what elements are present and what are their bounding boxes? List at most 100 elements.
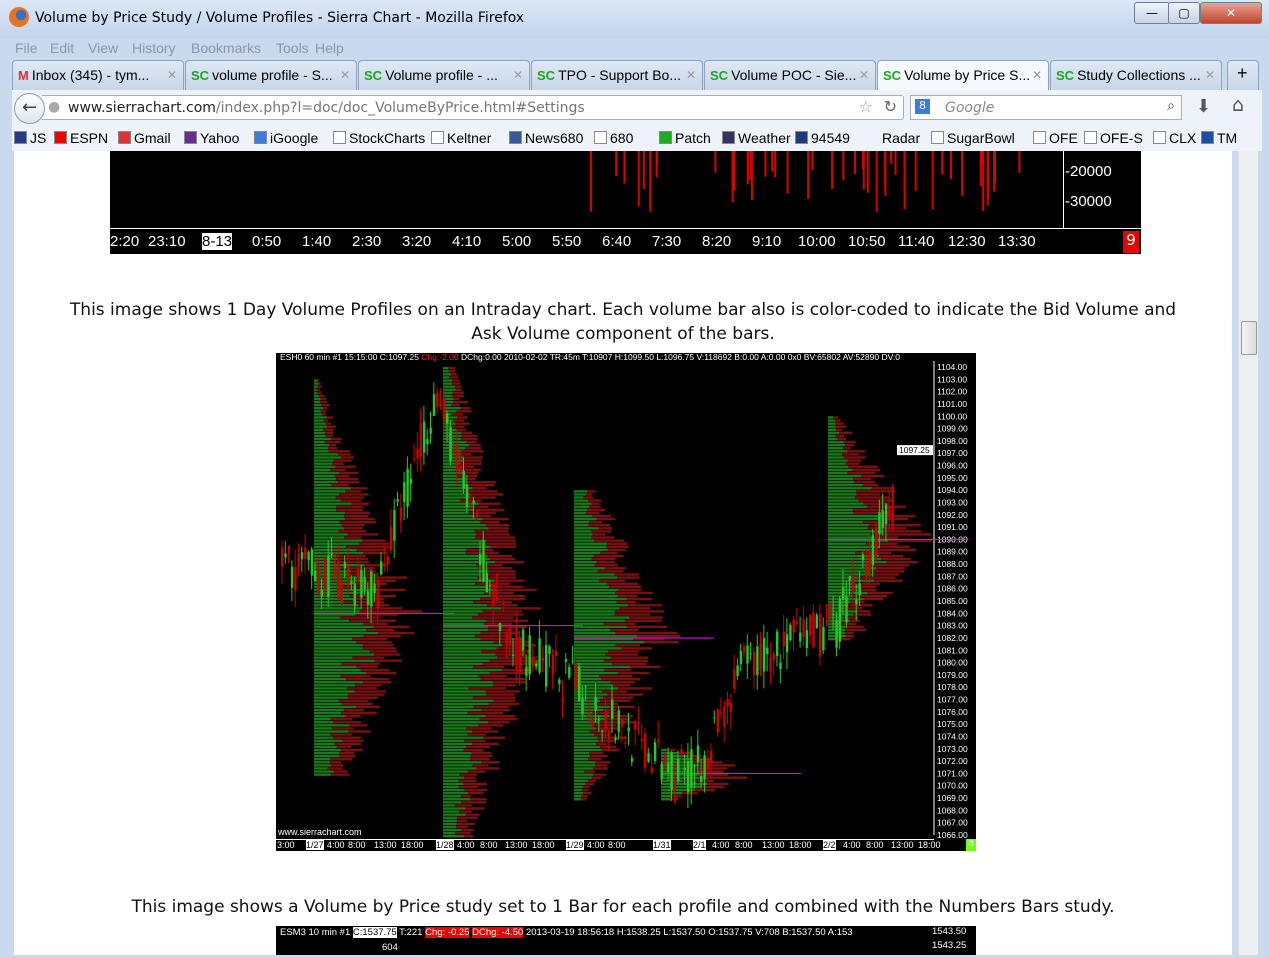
bookmark-yahoo[interactable]: Yahoo bbox=[184, 130, 239, 146]
price-tick-label: 1095.00 bbox=[937, 473, 968, 483]
bid-volume-bar bbox=[339, 520, 376, 524]
price-tick-label: 1104.00 bbox=[937, 362, 967, 372]
bid-volume-bar bbox=[463, 739, 486, 742]
candle-body bbox=[729, 702, 733, 712]
menu-help[interactable]: Help bbox=[315, 40, 344, 56]
close-tab-icon[interactable]: ✕ bbox=[339, 68, 350, 82]
bookmark-tm[interactable]: TM bbox=[1201, 130, 1237, 146]
bookmark-sugarbowl[interactable]: SugarBowl bbox=[931, 130, 1015, 146]
ask-volume-bar bbox=[574, 625, 627, 629]
bid-volume-bar bbox=[452, 379, 460, 382]
ask-volume-bar bbox=[314, 570, 352, 573]
tab[interactable]: M Inbox (345) - tym... ✕ bbox=[12, 60, 184, 90]
candle-body bbox=[617, 710, 620, 732]
download-icon[interactable]: ⬇ bbox=[1196, 96, 1212, 117]
menu-edit[interactable]: Edit bbox=[50, 40, 75, 56]
ask-volume-bar bbox=[828, 585, 860, 589]
search-input[interactable]: 8 Google ⌕ bbox=[910, 95, 1182, 120]
new-tab-button[interactable]: + bbox=[1227, 60, 1259, 90]
price-tick-label: 1075.00 bbox=[937, 719, 968, 729]
menu-file[interactable]: File bbox=[15, 40, 38, 56]
vertical-scrollbar[interactable] bbox=[1238, 151, 1258, 955]
bookmark-ofe-s[interactable]: OFE-S bbox=[1084, 130, 1143, 146]
candle-body bbox=[482, 540, 485, 582]
bid-volume-bar bbox=[322, 407, 328, 410]
bookmark-patch[interactable]: Patch bbox=[659, 130, 711, 146]
ask-volume-bar bbox=[443, 684, 494, 687]
reload-icon[interactable]: ↻ bbox=[883, 97, 897, 116]
bid-volume-bar bbox=[870, 570, 905, 573]
ask-volume-bar bbox=[828, 456, 845, 459]
bookmark-radar[interactable]: Radar bbox=[882, 130, 920, 146]
menu-view[interactable]: View bbox=[88, 40, 119, 56]
bid-volume-bar bbox=[583, 496, 594, 499]
bid-volume-bar bbox=[587, 490, 596, 493]
ask-volume-bar bbox=[443, 770, 468, 773]
search-icon[interactable]: ⌕ bbox=[1167, 98, 1175, 114]
bookmark-clx[interactable]: CLX bbox=[1153, 130, 1196, 146]
close-tab-icon[interactable]: ✕ bbox=[1204, 68, 1215, 82]
menu-history[interactable]: History bbox=[132, 40, 176, 56]
bookmark-weather[interactable]: Weather bbox=[722, 130, 791, 146]
close-tab-icon[interactable]: ✕ bbox=[1031, 68, 1042, 82]
bookmark-news680[interactable]: News680 bbox=[509, 130, 583, 146]
bid-volume-bar bbox=[468, 791, 484, 795]
ask-volume-bar bbox=[443, 474, 458, 478]
bookmark-ofe[interactable]: OFE bbox=[1033, 130, 1078, 146]
bookmark-keltner[interactable]: Keltner bbox=[431, 130, 491, 146]
bookmark-icon bbox=[931, 131, 944, 144]
candle-body bbox=[861, 554, 865, 561]
bookmark-gmail[interactable]: Gmail bbox=[118, 130, 171, 146]
bookmark-igoogle[interactable]: iGoogle bbox=[254, 130, 318, 146]
ask-volume-bar bbox=[443, 388, 456, 391]
bookmark-stockcharts[interactable]: StockCharts bbox=[333, 130, 425, 146]
bid-volume-bar bbox=[491, 594, 525, 598]
bookmark-94549[interactable]: 94549 bbox=[795, 130, 850, 146]
menu-tools[interactable]: Tools bbox=[276, 40, 309, 56]
ask-volume-bar bbox=[828, 450, 848, 453]
tab[interactable]: SC volume profile - S... ✕ bbox=[185, 60, 357, 90]
ask-volume-bar bbox=[574, 724, 594, 727]
bookmark-js[interactable]: JS bbox=[14, 130, 46, 146]
bid-volume-bar bbox=[858, 499, 894, 502]
close-button[interactable]: ✕ bbox=[1200, 2, 1262, 24]
bookmark-espn[interactable]: ESPN bbox=[54, 130, 108, 146]
ask-volume-bar bbox=[443, 801, 462, 804]
ask-volume-bar bbox=[314, 416, 327, 419]
bookmark-680[interactable]: 680 bbox=[594, 130, 633, 146]
ask-volume-bar bbox=[314, 637, 353, 641]
ask-volume-bar bbox=[828, 539, 889, 542]
bid-volume-bar bbox=[363, 681, 392, 684]
close-tab-icon[interactable]: ✕ bbox=[166, 68, 177, 82]
minimize-button[interactable]: — bbox=[1134, 2, 1170, 24]
tab[interactable]: SC TPO - Support Bo... ✕ bbox=[531, 60, 703, 90]
maximize-button[interactable]: ▢ bbox=[1168, 2, 1200, 24]
scrollbar-thumb[interactable] bbox=[1241, 321, 1257, 355]
home-icon[interactable]: ⌂ bbox=[1232, 94, 1245, 116]
bookmark-star-icon[interactable]: ☆ bbox=[858, 97, 873, 116]
tab[interactable]: SC Volume profile - ... ✕ bbox=[358, 60, 530, 90]
close-tab-icon[interactable]: ✕ bbox=[685, 68, 696, 82]
ask-volume-bar bbox=[314, 597, 355, 601]
back-button[interactable]: ← bbox=[14, 93, 45, 124]
tab[interactable]: SC Volume POC - Sie... ✕ bbox=[704, 60, 876, 90]
tab[interactable]: SC Volume by Price S... ✕ bbox=[877, 60, 1049, 90]
bid-volume-bar bbox=[332, 727, 354, 730]
candle-body bbox=[815, 615, 818, 629]
ask-volume-bar bbox=[574, 656, 611, 659]
close-tab-icon[interactable]: ✕ bbox=[858, 68, 869, 82]
url-bar[interactable]: ● www.sierrachart.com/index.php?l=doc/doc… bbox=[42, 95, 904, 120]
bid-volume-bar bbox=[374, 659, 402, 662]
candle-body bbox=[502, 603, 505, 605]
bid-volume-bar bbox=[488, 702, 520, 706]
menu-bookmarks[interactable]: Bookmarks bbox=[191, 40, 262, 56]
close-tab-icon[interactable]: ✕ bbox=[512, 68, 523, 82]
bid-volume-bar bbox=[857, 610, 871, 613]
candle-body bbox=[752, 651, 756, 676]
ask-volume-bar bbox=[574, 653, 606, 656]
tab-label: Volume by Price S... bbox=[904, 67, 1031, 83]
bid-volume-bar bbox=[690, 758, 709, 761]
tab[interactable]: SC Study Collections ... ✕ bbox=[1050, 60, 1222, 90]
bid-volume-bar bbox=[464, 776, 476, 779]
bid-volume-bar bbox=[870, 533, 932, 536]
